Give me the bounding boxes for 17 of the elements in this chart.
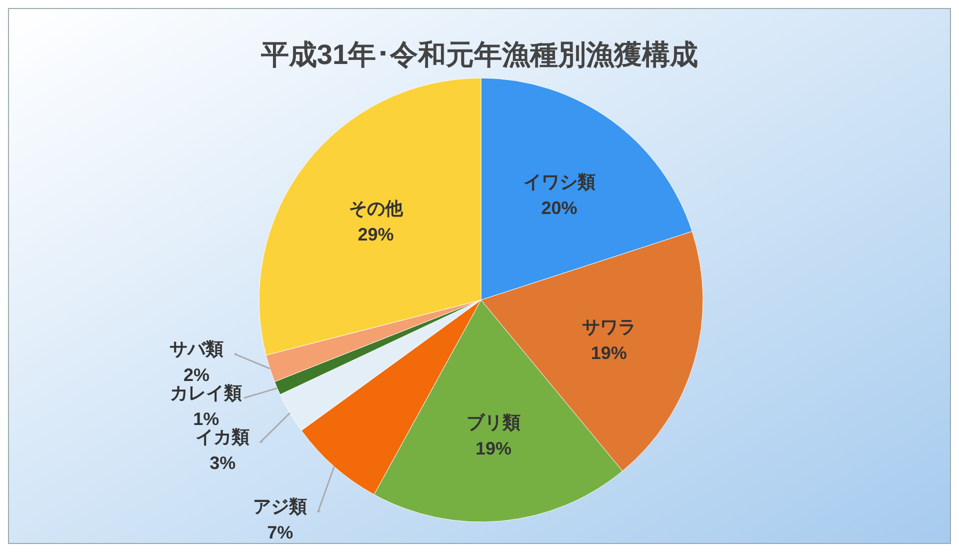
slice-label: ブリ類 [466, 412, 521, 433]
slice-label: その他 [348, 198, 404, 218]
slice-label: イワシ類 [523, 172, 596, 192]
data-label: 2% [184, 364, 210, 385]
slice-label: イカ類 [196, 426, 250, 447]
data-label: 1% [193, 408, 220, 429]
chart-title: 平成31年･令和元年漁種別漁獲構成 [260, 39, 698, 70]
data-label: 29% [358, 224, 394, 244]
data-label: 20% [541, 198, 578, 218]
slice-label: カレイ類 [170, 382, 242, 403]
slice-label: サバ類 [170, 338, 224, 359]
slice-label: アジ類 [253, 496, 308, 516]
data-label: 19% [476, 438, 512, 459]
data-label: 19% [590, 343, 627, 364]
slice-label: サワラ [582, 317, 636, 338]
data-label: 3% [210, 452, 236, 473]
data-label: 7% [267, 522, 294, 542]
